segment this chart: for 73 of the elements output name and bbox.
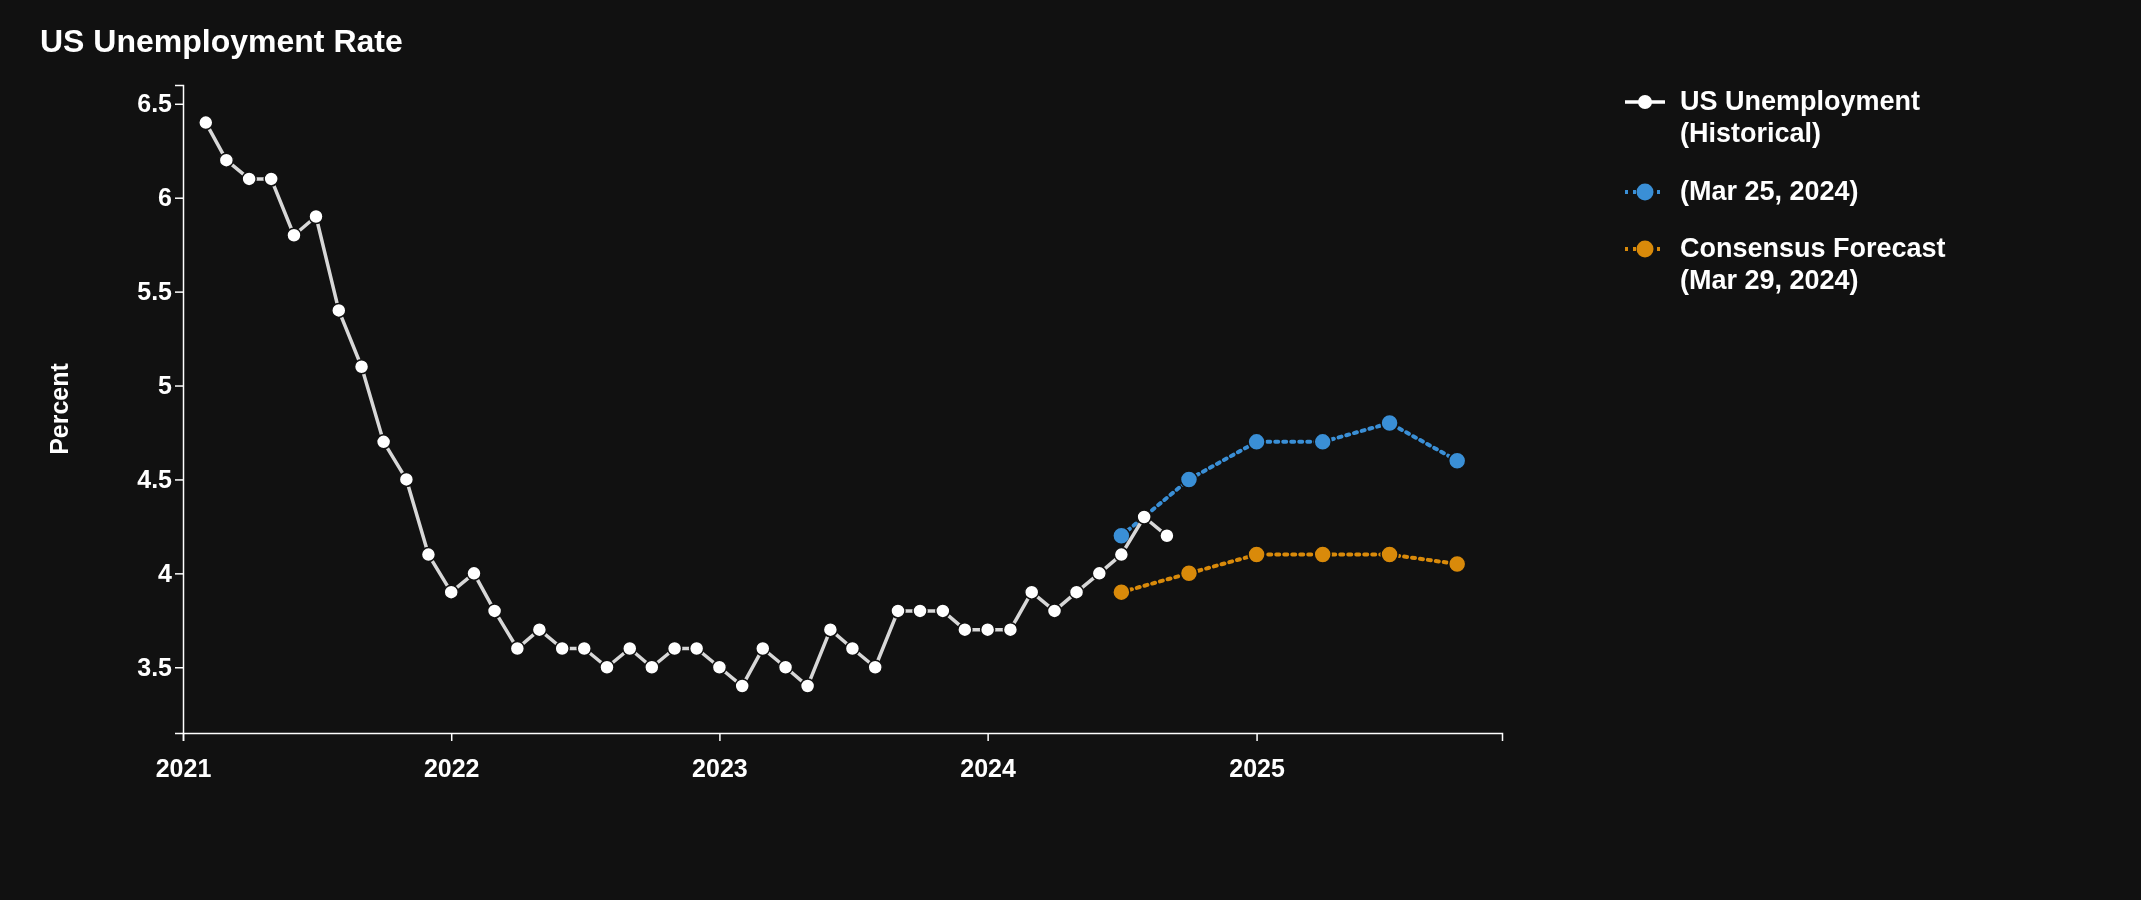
point xyxy=(1068,584,1085,600)
point xyxy=(509,640,526,657)
point xyxy=(1179,564,1199,583)
point xyxy=(218,152,235,168)
point xyxy=(688,640,705,657)
legend-label: (Mar 25, 2024) xyxy=(1680,176,1859,206)
legend-label: Consensus Forecast (Mar 29, 2024) xyxy=(1680,233,1946,296)
y-tick-label: 5.5 xyxy=(137,277,173,306)
point xyxy=(554,640,570,657)
point xyxy=(1447,451,1467,470)
point xyxy=(486,603,503,619)
point xyxy=(935,603,951,619)
point xyxy=(1313,545,1332,564)
point xyxy=(286,227,302,244)
point xyxy=(308,208,324,225)
x-tick-label: 2023 xyxy=(692,753,748,782)
point xyxy=(331,302,347,319)
point xyxy=(1447,554,1467,574)
point xyxy=(241,171,257,187)
y-axis-title: Percent xyxy=(45,362,73,455)
y-tick-label: 6.5 xyxy=(137,89,173,118)
point xyxy=(711,659,728,676)
point xyxy=(979,621,996,638)
point xyxy=(890,603,906,619)
point xyxy=(531,621,548,638)
x-tick-label: 2021 xyxy=(155,753,212,782)
x-tick-label: 2022 xyxy=(423,753,480,782)
point xyxy=(844,640,861,657)
point xyxy=(353,358,370,375)
x-tick-label: 2024 xyxy=(960,753,1017,782)
point xyxy=(1002,621,1019,638)
y-tick-label: 5 xyxy=(158,371,173,400)
point xyxy=(1380,413,1399,433)
point xyxy=(755,640,771,657)
point xyxy=(198,114,214,131)
point xyxy=(644,659,660,676)
point xyxy=(1380,545,1399,564)
point xyxy=(263,171,279,187)
point xyxy=(375,434,392,450)
point xyxy=(1159,528,1175,544)
point xyxy=(398,471,415,488)
y-tick-label: 3.5 xyxy=(137,652,173,681)
point xyxy=(1112,526,1131,546)
point xyxy=(734,678,750,694)
point xyxy=(666,640,683,657)
legend-label: US Unemployment (Historical) xyxy=(1680,86,1921,149)
point xyxy=(1247,432,1266,452)
point xyxy=(957,621,973,638)
point xyxy=(822,621,839,638)
chart-title: US Unemployment Rate xyxy=(40,23,403,59)
y-tick-label: 4.5 xyxy=(137,464,173,493)
point xyxy=(1113,546,1130,563)
point xyxy=(420,546,437,563)
point xyxy=(1023,584,1040,600)
point xyxy=(867,659,883,676)
point xyxy=(799,678,816,694)
point xyxy=(1091,565,1108,582)
point xyxy=(1247,545,1266,564)
point xyxy=(1179,470,1199,489)
point xyxy=(912,603,928,619)
point xyxy=(1136,509,1152,525)
point xyxy=(443,584,459,600)
y-tick-label: 4 xyxy=(158,558,173,587)
y-tick-label: 6 xyxy=(158,183,172,212)
point xyxy=(777,659,794,676)
point xyxy=(576,640,592,657)
point xyxy=(1112,582,1131,602)
point xyxy=(599,659,615,676)
x-tick-label: 2025 xyxy=(1229,753,1285,782)
point xyxy=(1313,432,1332,452)
point xyxy=(1046,603,1063,619)
point xyxy=(622,640,638,657)
point xyxy=(466,565,482,582)
